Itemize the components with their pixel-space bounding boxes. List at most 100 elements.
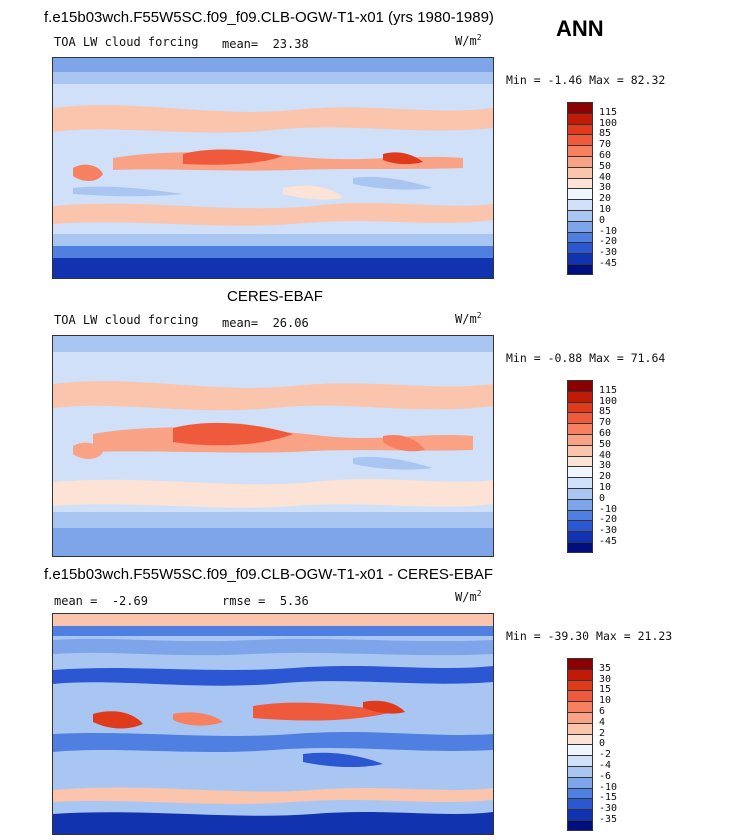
colorbar-swatch bbox=[567, 701, 593, 712]
colorbar-swatch bbox=[567, 668, 593, 680]
colorbar-label: 50 bbox=[599, 160, 612, 172]
colorbar-swatch bbox=[567, 401, 593, 413]
colorbar-label: -45 bbox=[599, 258, 618, 269]
colorbar-swatch bbox=[567, 455, 593, 467]
colorbar-label: 20 bbox=[599, 471, 612, 483]
colorbar-swatch bbox=[567, 242, 593, 254]
panel1-colorbar: 115 100 85 70 60 50 40 30 20 10 0 -10 -20 -30 -45 bbox=[567, 102, 617, 275]
panel1-minmax: Min = -1.46 Max = 82.32 bbox=[506, 73, 666, 87]
panel2-colorbar-boxes bbox=[567, 380, 593, 553]
colorbar-swatch bbox=[567, 102, 593, 113]
panel3-mean: mean = -2.69 bbox=[54, 594, 148, 608]
colorbar-label: 30 bbox=[599, 182, 612, 194]
panel1-colorbar-boxes bbox=[567, 102, 593, 275]
colorbar-swatch bbox=[567, 380, 593, 391]
colorbar-swatch bbox=[567, 199, 593, 210]
colorbar-label: 15 bbox=[599, 684, 612, 696]
colorbar-swatch bbox=[567, 412, 593, 424]
colorbar-swatch bbox=[567, 390, 593, 402]
colorbar-swatch bbox=[567, 690, 593, 702]
colorbar-swatch bbox=[567, 679, 593, 691]
colorbar-label: 10 bbox=[599, 695, 612, 707]
panel1-mean: mean= 23.38 bbox=[222, 37, 309, 51]
colorbar-swatch bbox=[567, 520, 593, 532]
difference-map-field bbox=[53, 614, 493, 834]
colorbar-swatch bbox=[567, 253, 593, 264]
colorbar-label: -30 bbox=[599, 525, 618, 537]
colorbar-swatch bbox=[567, 733, 593, 745]
panel2-title: CERES-EBAF bbox=[227, 288, 323, 305]
panel3-units: W/m2 bbox=[455, 589, 482, 604]
panel3-minmax: Min = -39.30 Max = 21.23 bbox=[506, 629, 673, 643]
colorbar-label: 60 bbox=[599, 150, 612, 161]
colorbar-swatch bbox=[567, 744, 593, 756]
colorbar-swatch bbox=[567, 188, 593, 200]
colorbar-label: 2 bbox=[599, 727, 606, 739]
colorbar-swatch bbox=[567, 509, 593, 521]
colorbar-label: 115 bbox=[599, 384, 618, 396]
colorbar-label: 60 bbox=[599, 428, 612, 439]
panel2-minmax: Min = -0.88 Max = 71.64 bbox=[506, 351, 666, 365]
colorbar-swatch bbox=[567, 177, 593, 189]
colorbar-label: -10 bbox=[599, 781, 618, 793]
colorbar-swatch bbox=[567, 166, 593, 178]
colorbar-swatch bbox=[567, 123, 593, 135]
season-label: ANN bbox=[556, 16, 604, 41]
colorbar-label: 4 bbox=[599, 716, 606, 728]
colorbar-label: 70 bbox=[599, 139, 612, 151]
colorbar-swatch bbox=[567, 220, 593, 232]
colorbar-label: -20 bbox=[599, 514, 618, 526]
colorbar-swatch bbox=[567, 787, 593, 799]
colorbar-label: -30 bbox=[599, 803, 618, 815]
colorbar-swatch bbox=[567, 263, 593, 275]
colorbar-label: 85 bbox=[599, 128, 612, 140]
colorbar-label: 6 bbox=[599, 706, 606, 717]
colorbar-swatch bbox=[567, 231, 593, 243]
model-map-field bbox=[53, 58, 493, 278]
panel1-title: f.e15b03wch.F55W5SC.f09_f09.CLB-OGW-T1-x… bbox=[44, 9, 494, 26]
colorbar-swatch bbox=[567, 819, 593, 831]
colorbar-label: -10 bbox=[599, 503, 618, 515]
colorbar-label: 30 bbox=[599, 673, 612, 685]
colorbar-swatch bbox=[567, 711, 593, 723]
colorbar-swatch bbox=[567, 658, 593, 669]
colorbar-label: -2 bbox=[599, 749, 612, 761]
colorbar-swatch bbox=[567, 531, 593, 542]
colorbar-swatch bbox=[567, 466, 593, 478]
colorbar-label: -45 bbox=[599, 536, 618, 547]
panel3-colorbar-boxes bbox=[567, 658, 593, 831]
panel3-rmse: rmse = 5.36 bbox=[222, 594, 309, 608]
colorbar-swatch bbox=[567, 498, 593, 510]
colorbar-label: 85 bbox=[599, 406, 612, 418]
colorbar-label: -35 bbox=[599, 814, 618, 825]
panel2-mean: mean= 26.06 bbox=[222, 316, 309, 330]
colorbar-swatch bbox=[567, 798, 593, 810]
colorbar-label: -20 bbox=[599, 236, 618, 248]
colorbar-swatch bbox=[567, 809, 593, 820]
observation-map-field bbox=[53, 336, 493, 556]
colorbar-label: 0 bbox=[599, 738, 606, 750]
colorbar-swatch bbox=[567, 112, 593, 124]
colorbar-label: -15 bbox=[599, 792, 618, 804]
colorbar-label: 40 bbox=[599, 171, 612, 183]
panel2-colorbar: 115 100 85 70 60 50 40 30 20 10 0 -10 -20 -30 -45 bbox=[567, 380, 617, 553]
observation-map bbox=[52, 335, 494, 557]
panel2-variable: TOA LW cloud forcing bbox=[54, 313, 199, 327]
colorbar-swatch bbox=[567, 433, 593, 445]
colorbar-label: 10 bbox=[599, 482, 612, 493]
colorbar-label: 50 bbox=[599, 438, 612, 450]
colorbar-label: 35 bbox=[599, 662, 612, 674]
colorbar-swatch bbox=[567, 209, 593, 221]
colorbar-label: 40 bbox=[599, 449, 612, 461]
colorbar-label: 70 bbox=[599, 417, 612, 429]
panel3-title: f.e15b03wch.F55W5SC.f09_f09.CLB-OGW-T1-x… bbox=[44, 566, 494, 583]
colorbar-swatch bbox=[567, 541, 593, 553]
colorbar-swatch bbox=[567, 145, 593, 156]
colorbar-label: 0 bbox=[599, 214, 606, 226]
colorbar-swatch bbox=[567, 155, 593, 167]
colorbar-label: 20 bbox=[599, 193, 612, 205]
colorbar-swatch bbox=[567, 765, 593, 777]
colorbar-swatch bbox=[567, 423, 593, 434]
colorbar-swatch bbox=[567, 776, 593, 788]
colorbar-label: 0 bbox=[599, 492, 606, 504]
